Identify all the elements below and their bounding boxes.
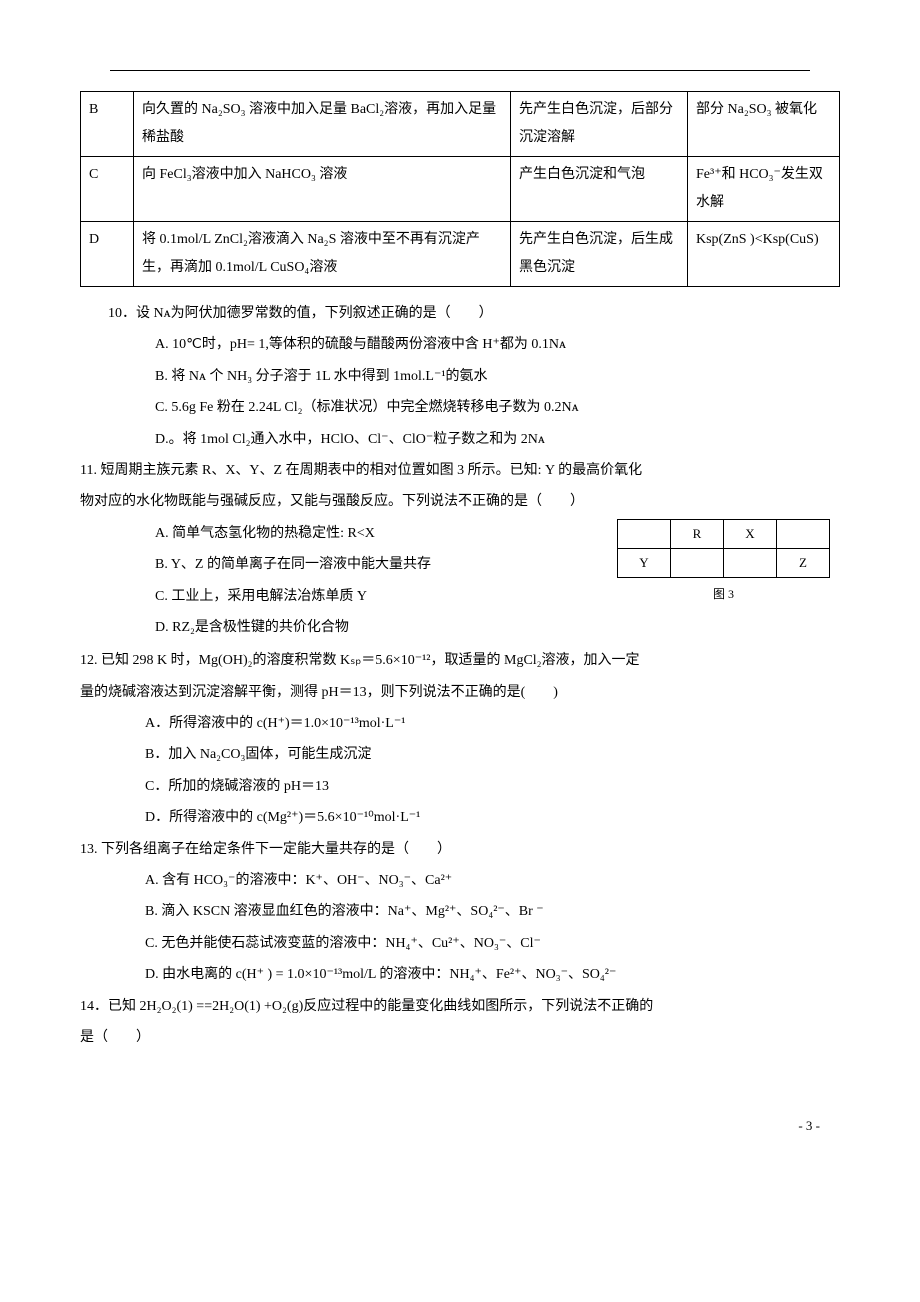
fig-cell-y: Y [618,548,671,577]
q10-option-a: A. 10℃时，pH= 1,等体积的硫酸与醋酸两份溶液中含 H⁺都为 0.1Nᴀ [155,330,840,359]
q11-stem-line2: 物对应的水化物既能与强碱反应，又能与强酸反应。下列说法不正确的是（ ） [80,487,840,516]
fig-cell-z: Z [777,548,830,577]
q13-option-b: B. 滴入 KSCN 溶液显血红色的溶液中：Na⁺、Mg²⁺、SO₄²⁻、Br … [145,897,840,926]
q12-stem-line2: 量的烧碱溶液达到沉淀溶解平衡，测得 pH＝13，则下列说法不正确的是( ) [80,678,840,707]
row-observation: 先产生白色沉淀，后部分沉淀溶解 [511,92,688,157]
q12-option-c: C．所加的烧碱溶液的 pH＝13 [145,772,840,801]
q10-option-c: C. 5.6g Fe 粉在 2.24L Cl₂（标准状况）中完全燃烧转移电子数为… [155,393,840,422]
page-number: - 3 - [80,1112,840,1139]
fig-cell-x: X [724,519,777,548]
horizontal-rule [110,70,810,71]
q13-stem: 13. 下列各组离子在给定条件下一定能大量共存的是（ ） [80,835,840,864]
q10-option-d: D.。将 1mol Cl₂通入水中，HClO、Cl⁻、ClO⁻粒子数之和为 2N… [155,425,840,454]
q14-stem-line1: 14．已知 2H₂O₂(1) ==2H₂O(1) +O₂(g)反应过程中的能量变… [80,992,840,1021]
q14-stem-line2: 是（ ） [80,1023,840,1052]
row-operation: 向 FeCl₃溶液中加入 NaHCO₃ 溶液 [134,157,511,222]
row-label: C [81,157,134,222]
row-label: D [81,222,134,287]
figure-3: R X Y Z 图 3 [617,519,830,607]
periodic-position-table: R X Y Z [617,519,830,578]
q10-option-b: B. 将 Nᴀ 个 NH₃ 分子溶于 1L 水中得到 1mol.L⁻¹的氨水 [155,362,840,391]
q12-stem-line1: 12. 已知 298 K 时，Mg(OH)₂的溶度积常数 Kₛₚ＝5.6×10⁻… [80,646,840,675]
q10-stem: 10．设 Nᴀ为阿伏加德罗常数的值，下列叙述正确的是（ ） [108,299,840,328]
row-operation: 将 0.1mol/L ZnCl₂溶液滴入 Na₂S 溶液中至不再有沉淀产生，再滴… [134,222,511,287]
q12-option-b: B．加入 Na₂CO₃固体，可能生成沉淀 [145,740,840,769]
q13-option-c: C. 无色并能使石蕊试液变蓝的溶液中：NH₄⁺、Cu²⁺、NO₃⁻、Cl⁻ [145,929,840,958]
fig-cell-r: R [671,519,724,548]
q13-option-d: D. 由水电离的 c(H⁺ ) = 1.0×10⁻¹³mol/L 的溶液中：NH… [145,960,840,989]
row-conclusion: Fe³⁺和 HCO₃⁻发生双水解 [688,157,840,222]
table-row: B 向久置的 Na₂SO₃ 溶液中加入足量 BaCl₂溶液，再加入足量稀盐酸 先… [81,92,840,157]
row-operation: 向久置的 Na₂SO₃ 溶液中加入足量 BaCl₂溶液，再加入足量稀盐酸 [134,92,511,157]
row-conclusion: Ksp(ZnS )<Ksp(CuS) [688,222,840,287]
q13-option-a: A. 含有 HCO₃⁻的溶液中：K⁺、OH⁻、NO₃⁻、Ca²⁺ [145,866,840,895]
row-label: B [81,92,134,157]
q12-option-a: A．所得溶液中的 c(H⁺)＝1.0×10⁻¹³mol·L⁻¹ [145,709,840,738]
fig-cell-empty [671,548,724,577]
table-row: C 向 FeCl₃溶液中加入 NaHCO₃ 溶液 产生白色沉淀和气泡 Fe³⁺和… [81,157,840,222]
row-observation: 先产生白色沉淀，后生成黑色沉淀 [511,222,688,287]
fig-cell-empty [777,519,830,548]
figure-caption: 图 3 [617,582,830,607]
fig-cell-empty [724,548,777,577]
row-observation: 产生白色沉淀和气泡 [511,157,688,222]
fig-cell-empty [618,519,671,548]
q11-stem-line1: 11. 短周期主族元素 R、X、Y、Z 在周期表中的相对位置如图 3 所示。已知… [80,456,840,485]
row-conclusion: 部分 Na₂SO₃ 被氧化 [688,92,840,157]
table-row: D 将 0.1mol/L ZnCl₂溶液滴入 Na₂S 溶液中至不再有沉淀产生，… [81,222,840,287]
q11-option-d: D. RZ₂是含极性键的共价化合物 [155,613,840,642]
experiment-table: B 向久置的 Na₂SO₃ 溶液中加入足量 BaCl₂溶液，再加入足量稀盐酸 先… [80,91,840,287]
q12-option-d: D．所得溶液中的 c(Mg²⁺)＝5.6×10⁻¹⁰mol·L⁻¹ [145,803,840,832]
